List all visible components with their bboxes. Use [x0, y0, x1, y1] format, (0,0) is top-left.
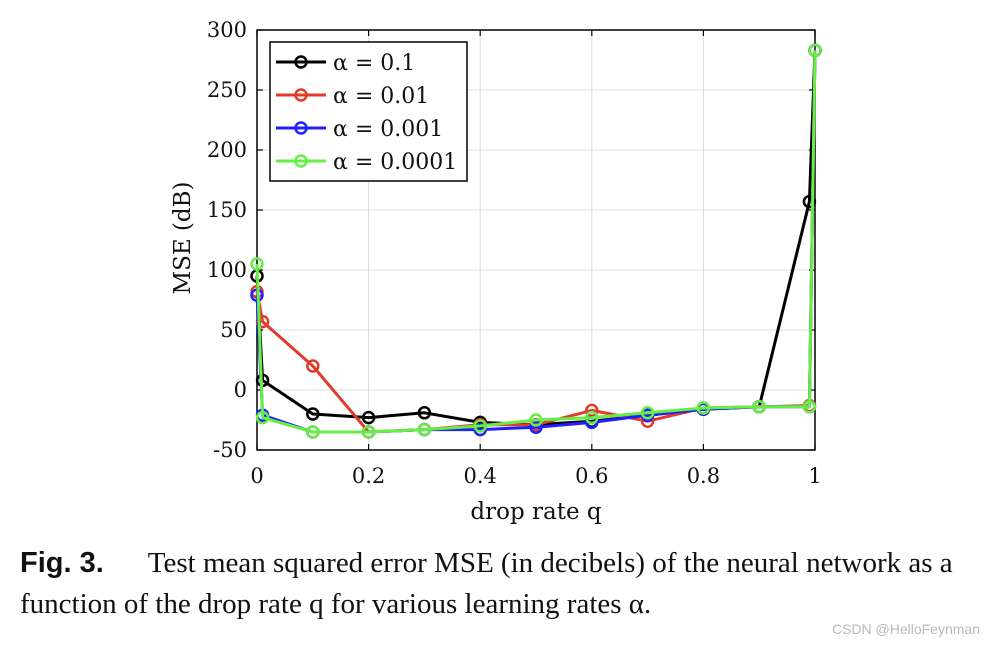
legend-box — [269, 41, 468, 182]
y-tick-label: 150 — [207, 198, 247, 222]
x-tick-label: 0.2 — [352, 464, 385, 488]
x-tick-label: 0.6 — [575, 464, 608, 488]
data-point — [473, 419, 487, 433]
y-axis-label: MSE (dB) — [170, 182, 196, 295]
y-tick-label: 200 — [207, 138, 247, 162]
data-point — [752, 400, 766, 414]
y-tick-label: 250 — [207, 78, 247, 102]
x-tick-label: 1 — [808, 464, 821, 488]
data-point — [585, 410, 599, 425]
figure-caption: Fig. 3. Test mean squared error MSE (in d… — [20, 543, 970, 625]
legend-marker — [294, 121, 308, 135]
watermark: CSDN @HelloFeynman — [831, 621, 980, 637]
data-point — [306, 359, 320, 373]
x-axis-label: drop rate q — [470, 499, 601, 525]
data-point — [250, 257, 264, 271]
series-line — [255, 50, 817, 434]
data-point — [255, 410, 270, 425]
series — [250, 43, 822, 439]
legend-label: α = 0.0001 — [333, 150, 457, 175]
y-tick-label: 300 — [207, 18, 247, 42]
data-point — [640, 406, 655, 420]
x-tick-label: 0.4 — [463, 464, 496, 488]
data-point — [306, 425, 320, 439]
legend-label: α = 0.001 — [333, 117, 443, 142]
data-point — [361, 425, 376, 439]
plot-area — [256, 29, 816, 451]
y-tick-label: 100 — [207, 258, 247, 282]
data-point — [361, 410, 376, 425]
data-point — [417, 422, 432, 437]
data-point — [306, 407, 320, 421]
legend: α = 0.1 α = 0.01 α = 0.001 α = 0.0001 — [269, 41, 468, 182]
x-tick-label: 0 — [250, 464, 263, 488]
data-point — [802, 194, 817, 209]
y-tick-label: 50 — [220, 318, 247, 342]
legend-label: α = 0.1 — [333, 51, 415, 76]
x-tick-label: 0.8 — [687, 464, 720, 488]
data-point — [417, 406, 432, 420]
y-tick-label: 0 — [234, 378, 247, 402]
data-point — [802, 400, 817, 414]
legend-marker — [294, 154, 308, 168]
legend-label: α = 0.01 — [333, 84, 429, 109]
caption-text: Test mean squared error MSE (in decibels… — [20, 547, 953, 620]
data-point — [529, 420, 543, 434]
data-point — [529, 413, 543, 427]
figure-label: Fig. 3. — [20, 547, 104, 579]
legend-marker — [294, 88, 308, 102]
data-point — [696, 401, 711, 415]
legend-marker — [294, 55, 308, 69]
data-point — [808, 43, 822, 58]
y-tick-label: -50 — [213, 438, 247, 462]
